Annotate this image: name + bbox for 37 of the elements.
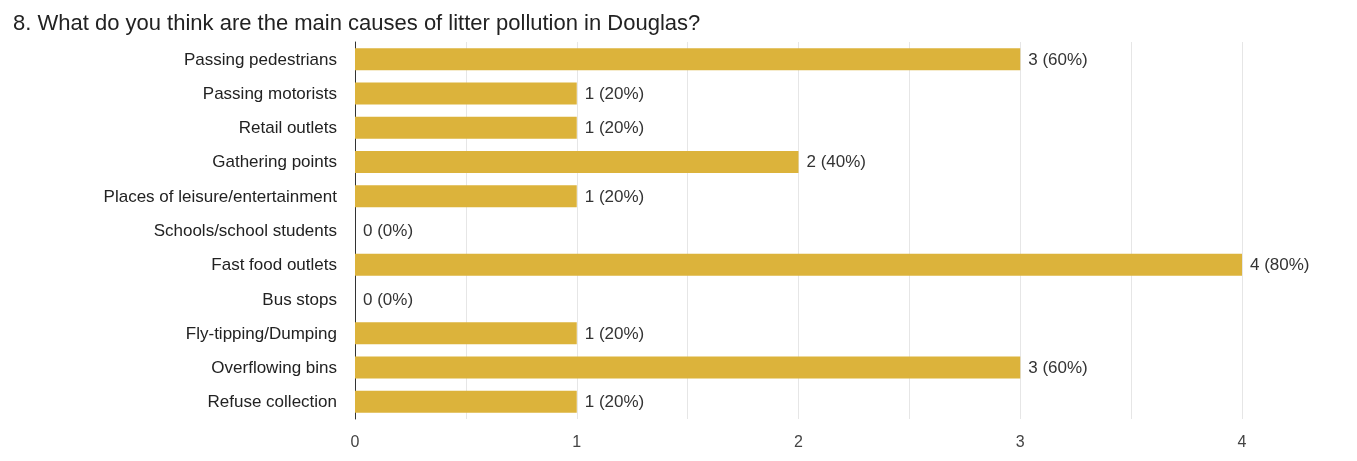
data-label: 1 (20%): [584, 392, 645, 412]
x-tick-label: 3: [1015, 432, 1025, 450]
data-label: 1 (20%): [584, 83, 645, 103]
data-label: 3 (60%): [1028, 49, 1088, 69]
y-tick-label: Passing pedestrians: [183, 49, 337, 69]
x-tick-label: 1: [572, 432, 582, 450]
data-label: 1 (20%): [584, 323, 645, 343]
bar: [355, 322, 577, 345]
x-tick-label: 4: [1237, 432, 1247, 450]
bar: [355, 150, 799, 173]
x-tick-label: 0: [350, 432, 360, 450]
bar: [355, 116, 577, 139]
x-tick-label: 2: [794, 432, 804, 450]
y-tick-label: Places of leisure/entertainment: [103, 186, 338, 206]
bar: [355, 82, 577, 105]
data-label: 0 (0%): [363, 221, 414, 240]
y-tick-label: Overflowing bins: [211, 358, 337, 378]
data-label: 1 (20%): [584, 118, 645, 138]
data-label: 3 (60%): [1028, 358, 1088, 378]
y-tick-label: Fast food outlets: [211, 255, 337, 275]
bar: [355, 185, 577, 208]
data-label: 1 (20%): [584, 186, 645, 206]
y-tick-label: Retail outlets: [238, 118, 337, 138]
data-label: 0 (0%): [363, 289, 414, 309]
y-tick-label: Schools/school students: [153, 221, 337, 240]
chart-title: 8. What do you think are the main causes of litter pollution in Douglas?: [13, 9, 701, 35]
bar: [355, 253, 1242, 276]
y-tick-label: Fly-tipping/Dumping: [185, 323, 337, 343]
bar: [355, 390, 577, 413]
y-tick-label: Gathering points: [212, 152, 337, 172]
y-tick-label: Refuse collection: [207, 392, 337, 412]
data-label: 2 (40%): [806, 152, 867, 172]
bar: [355, 356, 1021, 379]
data-label: 4 (80%): [1250, 255, 1310, 275]
y-tick-label: Passing motorists: [202, 83, 337, 103]
bar: [355, 48, 1021, 71]
y-tick-label: Bus stops: [262, 289, 337, 309]
